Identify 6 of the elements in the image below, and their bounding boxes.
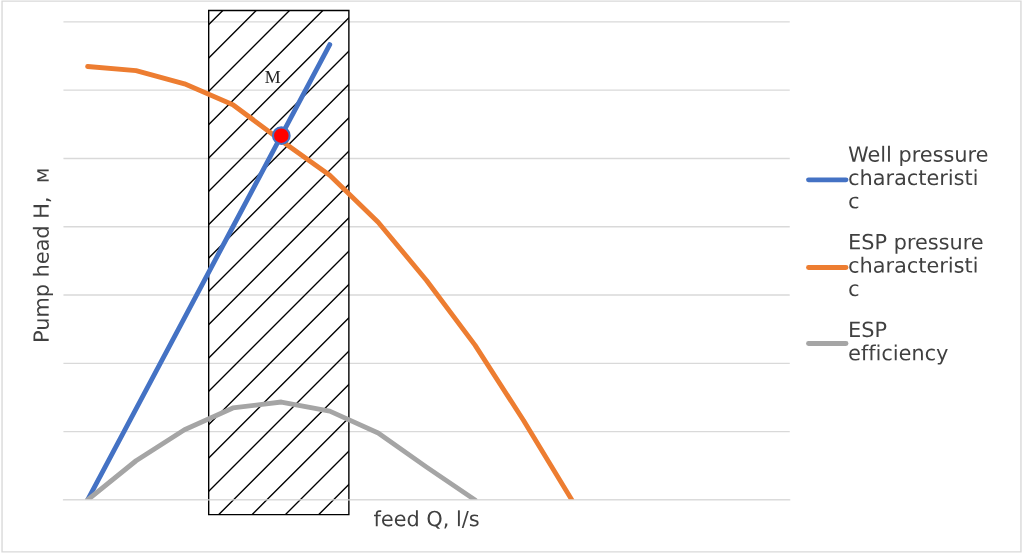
legend-label: ESP efficiency — [849, 321, 948, 365]
legend-label: ESP pressure characteristic — [849, 233, 983, 297]
legend-label: Well pressure characteristic — [848, 145, 988, 209]
y-axis-title: Pump head H, м — [32, 169, 54, 341]
x-axis-title: feed Q, l/s — [374, 510, 479, 529]
annotation: M — [265, 71, 281, 83]
